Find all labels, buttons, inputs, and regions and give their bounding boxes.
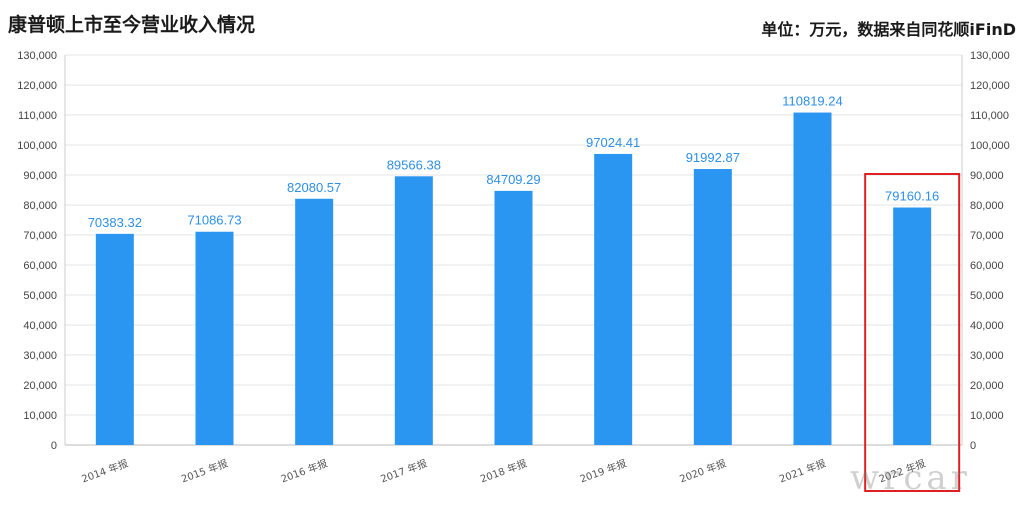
x-category-label: 2020 年报 bbox=[678, 457, 728, 486]
y-axis-right: 0 10,000 20,000 30,000 40,000 50,000 60,000 70,… bbox=[970, 50, 1010, 452]
y-tick-label-left: 130,000 bbox=[17, 50, 57, 62]
bar bbox=[793, 112, 832, 445]
y-tick-label-left: 80,000 bbox=[23, 200, 57, 212]
y-tick-label-left: 40,000 bbox=[23, 320, 57, 332]
y-tick-label-left: 0 bbox=[51, 440, 57, 452]
y-tick-label-right: 0 bbox=[970, 440, 976, 452]
bar bbox=[693, 169, 732, 445]
y-tick-label-right: 70,000 bbox=[970, 230, 1004, 242]
bar-value-label: 84709.29 bbox=[486, 172, 540, 187]
x-category-label: 2021 年报 bbox=[777, 457, 827, 486]
y-tick-label-left: 110,000 bbox=[18, 110, 57, 122]
bar bbox=[494, 190, 533, 445]
bar bbox=[295, 198, 334, 445]
y-tick-label-right: 120,000 bbox=[970, 80, 1010, 92]
y-tick-label-left: 10,000 bbox=[23, 410, 57, 422]
y-tick-label-right: 30,000 bbox=[970, 350, 1004, 362]
y-tick-label-right: 50,000 bbox=[970, 290, 1004, 302]
y-tick-label-left: 50,000 bbox=[23, 290, 57, 302]
bar-value-label: 89566.38 bbox=[387, 157, 441, 172]
bar-value-label: 79160.16 bbox=[885, 189, 939, 204]
y-tick-label-left: 30,000 bbox=[23, 350, 57, 362]
y-tick-label-right: 80,000 bbox=[970, 200, 1004, 212]
y-tick-label-right: 20,000 bbox=[970, 380, 1004, 392]
y-tick-label-right: 60,000 bbox=[970, 260, 1004, 272]
y-tick-label-right: 40,000 bbox=[970, 320, 1004, 332]
bar-value-label: 82080.57 bbox=[287, 180, 341, 195]
y-tick-label-right: 130,000 bbox=[970, 50, 1010, 62]
chart-title: 康普顿上市至今营业收入情况 bbox=[8, 14, 256, 36]
y-tick-label-right: 10,000 bbox=[970, 410, 1004, 422]
watermark: wrcar bbox=[850, 458, 971, 498]
y-tick-label-left: 90,000 bbox=[23, 170, 57, 182]
bar-value-label: 91992.87 bbox=[686, 150, 740, 165]
unit-note: 单位：万元，数据来自同花顺iFinD bbox=[761, 20, 1016, 39]
y-tick-label-right: 100,000 bbox=[970, 140, 1010, 152]
y-tick-label-left: 20,000 bbox=[23, 380, 57, 392]
bars bbox=[95, 112, 932, 446]
bar bbox=[95, 233, 134, 445]
y-tick-label-left: 70,000 bbox=[23, 230, 57, 242]
bar bbox=[195, 231, 234, 445]
bar-value-label: 70383.32 bbox=[88, 215, 142, 230]
highlight-box-2022 bbox=[864, 173, 961, 492]
y-tick-label-right: 90,000 bbox=[970, 170, 1004, 182]
y-tick-label-left: 120,000 bbox=[17, 80, 57, 92]
bar bbox=[594, 153, 633, 446]
x-category-label: 2016 年报 bbox=[279, 457, 329, 486]
bar bbox=[394, 176, 433, 446]
y-axis-left: 0 10,000 20,000 30,000 40,000 50,000 60,000 70,… bbox=[17, 50, 57, 452]
bar bbox=[893, 207, 932, 445]
x-category-label: 2014 年报 bbox=[80, 457, 130, 486]
x-axis-categories: 2014 年报 2015 年报 2016 年报 2017 年报 2018 年报 2019 … bbox=[80, 457, 927, 486]
highlight-box bbox=[864, 173, 961, 492]
y-tick-label-left: 60,000 bbox=[23, 260, 57, 272]
bar-value-label: 71086.73 bbox=[187, 213, 241, 228]
data-labels: 70383.32 71086.73 82080.57 89566.38 84709.29… bbox=[88, 94, 940, 230]
x-category-label: 2015 年报 bbox=[179, 457, 229, 486]
bar-value-label: 110819.24 bbox=[782, 94, 843, 109]
y-tick-label-left: 100,000 bbox=[17, 140, 57, 152]
x-category-label: 2018 年报 bbox=[478, 457, 528, 486]
x-category-label: 2019 年报 bbox=[578, 457, 628, 486]
x-category-label: 2017 年报 bbox=[379, 457, 429, 486]
bar-value-label: 97024.41 bbox=[586, 135, 640, 150]
y-tick-label-right: 110,000 bbox=[970, 110, 1009, 122]
